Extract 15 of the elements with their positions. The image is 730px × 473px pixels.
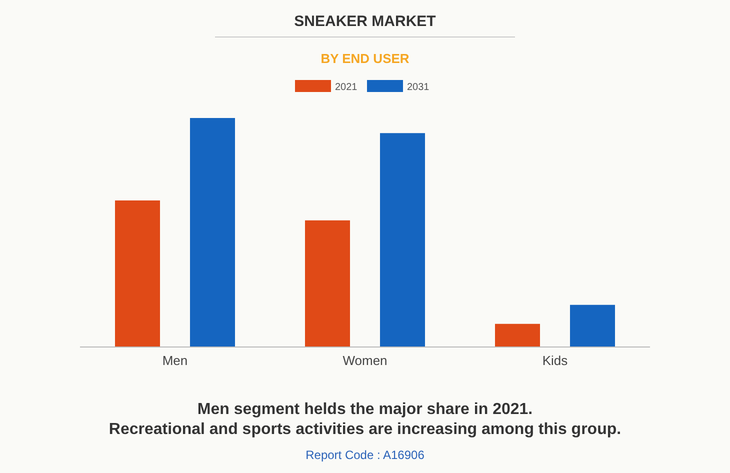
text: Men segment helds the major share in 2021. Recreational and sports activities are increasing among this group.: [108, 401, 622, 438]
x-tick-label: Men: [162, 353, 188, 368]
bar: [305, 220, 350, 347]
x-tick-label: Women: [342, 353, 388, 368]
text: Report Code : A16906: [306, 448, 425, 462]
bar: [190, 118, 235, 347]
x-tick-label: Kids: [542, 353, 568, 368]
bar: [570, 304, 615, 347]
chart-title: SNEAKER MARKET: [294, 13, 436, 30]
bar: [495, 324, 540, 347]
legend-label: 2021: [335, 82, 358, 93]
bar: [115, 200, 160, 347]
chart-subtitle: BY END USER: [320, 51, 410, 66]
bar: [380, 133, 425, 347]
legend-label: 2031: [407, 82, 430, 93]
